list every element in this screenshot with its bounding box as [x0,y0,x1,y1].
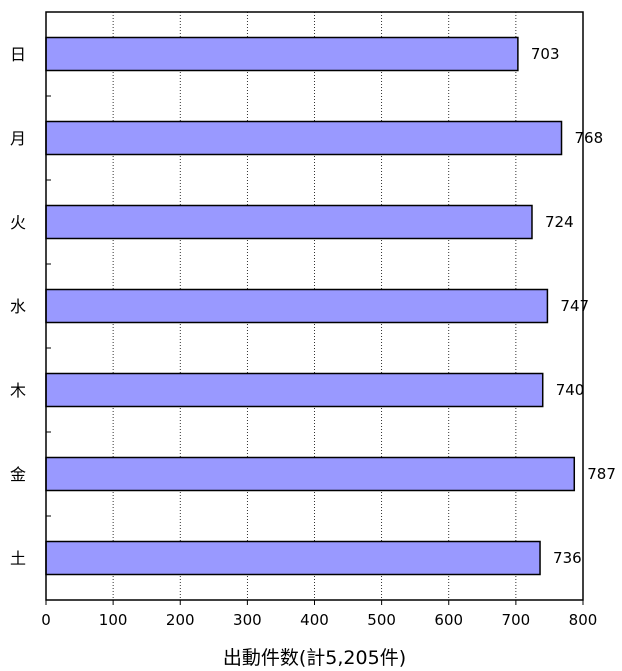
category-label-3: 水 [10,297,26,316]
data-label-0: 703 [531,45,560,63]
x-tick-label: 100 [99,611,128,629]
data-label-5: 787 [587,465,616,483]
x-tick-label: 700 [502,611,531,629]
bar-1 [45,120,563,156]
category-label-1: 月 [10,129,26,148]
bar-3 [45,288,549,324]
data-label-6: 736 [553,549,582,567]
category-label-4: 木 [10,381,26,400]
data-label-3: 747 [560,297,589,315]
plot-area-frame [45,11,584,601]
data-label-2: 724 [545,213,574,231]
x-tick-label: 600 [434,611,463,629]
x-axis-ticks: 0 100 200 300 400 500 600 700 800 [41,95,598,629]
bar-6 [45,540,541,576]
x-tick-label: 800 [569,611,598,629]
bar-5 [45,456,576,492]
bar-2 [45,204,533,240]
bar-0 [45,36,519,72]
x-tick-label: 300 [233,611,262,629]
x-tick-label: 0 [41,611,51,629]
x-axis-title: 出動件数(計5,205件) [223,647,406,669]
category-label-2: 火 [10,213,26,232]
x-tick-label: 500 [367,611,396,629]
data-label-4: 740 [556,381,585,399]
data-label-1: 768 [575,129,604,147]
category-label-5: 金 [10,465,26,484]
data-labels: 703 768 724 747 740 787 736 [531,45,616,567]
category-label-6: 土 [10,549,26,568]
x-tick-label: 400 [300,611,329,629]
bars [45,36,576,576]
x-tick-label: 200 [166,611,195,629]
bar-4 [45,372,544,408]
category-label-0: 日 [10,45,26,64]
